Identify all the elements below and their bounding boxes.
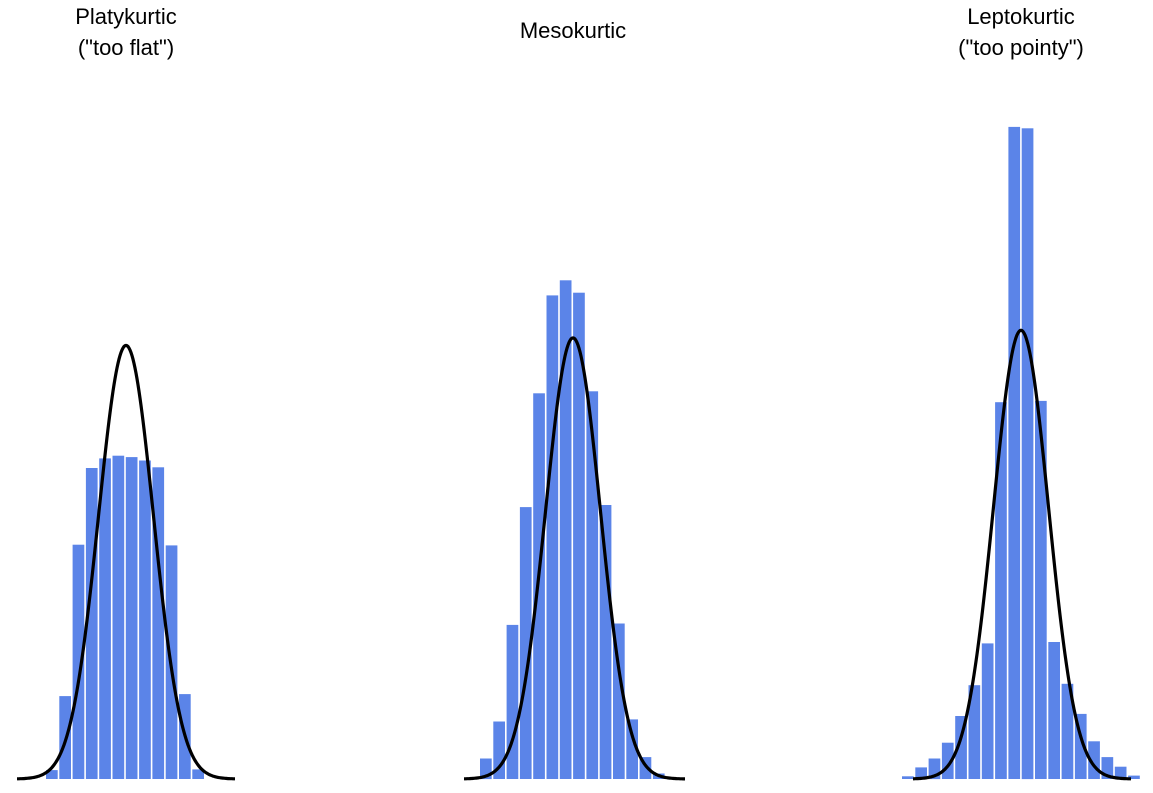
histogram-bar (519, 507, 532, 779)
histogram-bar (1021, 128, 1034, 780)
histogram-bar (1101, 757, 1114, 779)
histogram-bar (1008, 126, 1021, 779)
histogram-bar (1061, 683, 1074, 779)
histogram-bar (1074, 713, 1087, 779)
histogram-bar (573, 292, 585, 779)
normal-curve (17, 343, 235, 781)
panel-title-line-1: Mesokurtic (520, 18, 626, 43)
histogram-bar (915, 767, 927, 779)
histogram-bar (1088, 741, 1100, 779)
histogram-bar (506, 624, 519, 779)
histogram-bar (125, 457, 138, 779)
histogram-bar (1035, 400, 1047, 779)
histogram-bar (493, 721, 505, 779)
normal-curve (913, 328, 1131, 781)
histogram-bar (85, 468, 98, 779)
histogram-bar (941, 742, 954, 779)
histogram-bar (152, 467, 165, 779)
panel-title-line-2: ("too flat") (78, 35, 174, 60)
histogram-bars (902, 126, 1140, 780)
panel-mesokurtic: Mesokurtic (464, 18, 685, 781)
histogram-bar (995, 402, 1007, 779)
histogram-bar (192, 769, 204, 779)
panel-title-line-1: Platykurtic (75, 4, 176, 29)
panel-platykurtic: Platykurtic ("too flat") (17, 4, 235, 781)
histogram-bar (902, 776, 914, 779)
histogram-bar (613, 623, 625, 779)
histogram-bar (639, 757, 652, 779)
normal-curve (464, 336, 685, 781)
histogram-bar (586, 391, 599, 779)
panel-title-line-1: Leptokurtic (967, 4, 1075, 29)
histogram-bar (981, 643, 994, 779)
histogram-bar (626, 719, 638, 779)
histogram-bar (928, 758, 941, 780)
panel-title-line-2: ("too pointy") (958, 35, 1084, 60)
histogram-bar (112, 455, 125, 779)
histogram-bars (480, 280, 665, 780)
histogram-bar (72, 544, 85, 779)
histogram-bar (46, 770, 58, 779)
histogram-bar (99, 458, 111, 779)
panel-leptokurtic: Leptokurtic ("too pointy") (902, 4, 1140, 781)
histogram-bar (968, 685, 981, 779)
histogram-bar (1048, 642, 1060, 779)
histogram-bar (480, 758, 492, 780)
histogram-bar (599, 505, 612, 779)
histogram-bar (139, 460, 151, 779)
histogram-bar (1128, 775, 1140, 779)
histogram-bar (559, 280, 572, 779)
histogram-bar (1114, 766, 1127, 779)
histogram-bar (546, 295, 559, 779)
histogram-bar (955, 716, 967, 779)
